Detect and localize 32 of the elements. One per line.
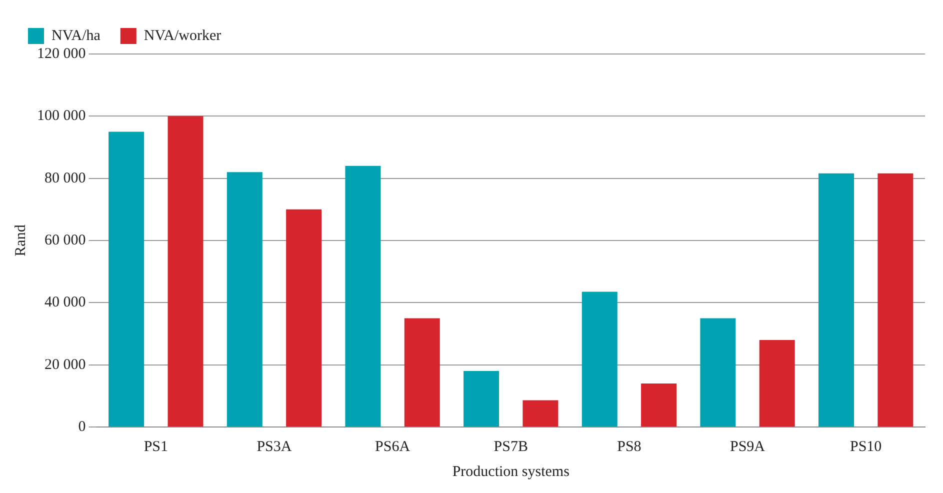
y-tick-label: 40 000: [44, 294, 86, 311]
bar: [878, 173, 914, 426]
legend-label: NVA/worker: [144, 28, 222, 44]
y-tick-label: 20 000: [44, 356, 86, 373]
x-tick-label: PS7B: [494, 438, 528, 455]
y-axis-title: Rand: [12, 224, 29, 256]
bar: [286, 209, 322, 426]
y-tick-label: 0: [78, 418, 86, 435]
legend-label: NVA/ha: [52, 28, 101, 44]
bar: [464, 371, 500, 426]
bar: [759, 340, 795, 426]
bar: [700, 318, 736, 426]
y-tick-label: 80 000: [44, 170, 86, 186]
bar: [818, 173, 854, 426]
y-tick-label: 60 000: [44, 232, 86, 248]
bar: [641, 383, 677, 426]
x-tick-label: PS8: [617, 438, 642, 455]
bar: [108, 132, 144, 426]
y-tick-label: 120 000: [37, 46, 86, 62]
x-tick-label: PS3A: [256, 438, 292, 455]
bar: [226, 172, 262, 426]
x-axis-title: Production systems: [452, 464, 570, 480]
bar: [522, 400, 558, 426]
bar: [404, 318, 440, 426]
bar: [345, 166, 381, 426]
bar: [582, 292, 618, 426]
x-tick-label: PS6A: [375, 438, 410, 455]
x-tick-label: PS10: [850, 438, 882, 455]
x-tick-label: PS9A: [730, 438, 766, 455]
bar: [168, 116, 204, 426]
y-tick-label: 100 000: [37, 108, 86, 124]
x-tick-label: PS1: [144, 438, 168, 455]
